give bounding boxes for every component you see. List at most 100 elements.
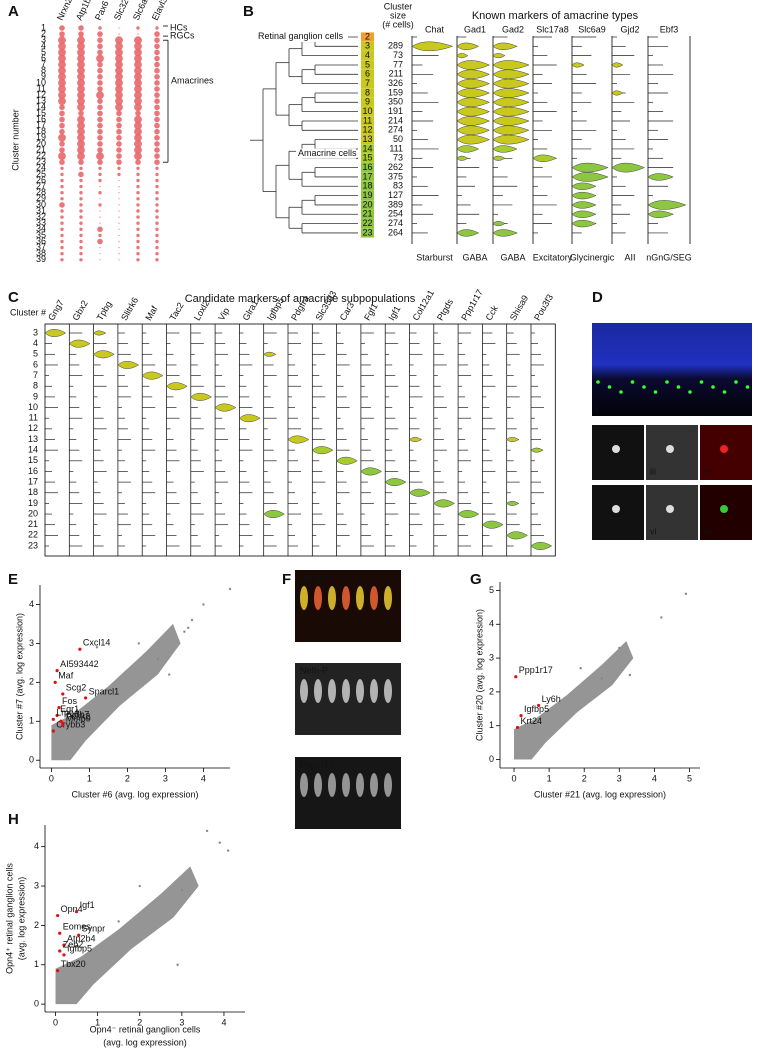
cell	[630, 380, 635, 384]
dot	[134, 36, 142, 45]
violin	[492, 97, 530, 108]
point	[138, 884, 141, 888]
highlight-point	[51, 717, 55, 721]
dot	[60, 258, 64, 262]
violin	[239, 414, 261, 423]
dot	[118, 204, 120, 206]
cluster-label: 6	[365, 69, 370, 79]
violin	[611, 62, 624, 68]
dot	[97, 37, 103, 43]
dot	[98, 203, 102, 207]
dot	[58, 79, 66, 87]
point	[156, 657, 159, 661]
group-label: HCs	[170, 22, 188, 32]
dot	[97, 49, 103, 56]
dot	[78, 171, 84, 178]
dot	[115, 85, 123, 93]
violin	[456, 88, 491, 98]
cluster-label: 10	[28, 402, 38, 412]
cluster-label: 18	[36, 126, 46, 136]
marker-header: Gad2	[502, 24, 524, 34]
dot	[78, 25, 84, 31]
violin	[409, 437, 423, 442]
panel-label: B	[243, 3, 254, 20]
dot	[97, 98, 103, 104]
gene-label: Ly6h	[542, 694, 561, 704]
highlight-point	[519, 713, 523, 718]
dot	[155, 233, 159, 238]
violin	[492, 134, 530, 145]
cluster-label: 28	[36, 187, 46, 197]
highlight-point	[514, 675, 518, 679]
dot	[60, 233, 64, 238]
dot	[58, 152, 66, 161]
cell	[370, 586, 378, 610]
dot	[60, 252, 64, 256]
x-tick-label: 0	[49, 773, 54, 783]
violin	[456, 145, 480, 153]
dot	[58, 85, 66, 93]
x-tick-label: 3	[617, 773, 622, 783]
dot	[77, 97, 85, 106]
cell	[370, 773, 378, 797]
cluster-label: 7	[33, 370, 38, 380]
violin	[457, 510, 480, 519]
violin	[492, 106, 530, 117]
axis-label: Opn4⁻ retinal ganglion cells	[90, 1024, 201, 1034]
highlight-point	[58, 931, 62, 935]
dot	[155, 245, 159, 250]
dot	[115, 48, 123, 57]
point	[618, 646, 621, 650]
dot	[154, 128, 160, 135]
cell	[607, 385, 612, 389]
cluster-box	[361, 163, 374, 173]
highlight-point	[515, 725, 520, 730]
cluster-label: 35	[36, 230, 46, 240]
x-tick-label: 2	[137, 1017, 142, 1027]
dot	[117, 172, 121, 177]
violin	[433, 499, 455, 508]
cluster-label: 14	[28, 445, 38, 455]
dot	[79, 245, 83, 250]
gene-label: Egr1	[60, 704, 79, 714]
point-cloud	[51, 623, 181, 761]
dot	[79, 252, 83, 256]
dot	[134, 54, 142, 63]
micrograph	[700, 485, 752, 540]
dot	[155, 203, 159, 207]
highlight-point	[58, 949, 62, 953]
dot	[118, 222, 120, 224]
cluster-label: 23	[36, 157, 46, 167]
gene-label: Maf	[58, 671, 74, 681]
cluster-label: 29	[36, 193, 46, 203]
cluster-box	[361, 60, 374, 70]
dot	[78, 159, 84, 165]
cluster-label: 12	[36, 89, 46, 99]
dot	[97, 141, 103, 147]
cell	[384, 679, 392, 703]
dot	[98, 166, 102, 170]
dot	[59, 122, 65, 129]
y-tick-label: 2	[29, 677, 34, 687]
dot	[59, 128, 65, 135]
cluster-label: 2	[41, 28, 46, 38]
dot	[77, 121, 85, 130]
dot	[116, 153, 122, 159]
dot	[59, 104, 65, 111]
cluster-label: 4	[365, 50, 370, 60]
cluster-label: 19	[36, 132, 46, 142]
highlight-point	[77, 933, 81, 937]
cluster-size: 73	[393, 50, 403, 60]
dot	[134, 146, 142, 154]
dot	[60, 172, 64, 177]
point	[228, 587, 232, 591]
point	[137, 642, 140, 645]
gene-label: Lmo4	[56, 708, 79, 718]
y-tick-label: 0	[34, 999, 39, 1009]
cluster-label: 17	[362, 171, 372, 181]
dot	[59, 147, 65, 153]
cluster-label: 25	[36, 169, 46, 179]
violin	[190, 392, 212, 401]
violin	[456, 69, 491, 80]
gene-header: Cck	[484, 303, 501, 322]
